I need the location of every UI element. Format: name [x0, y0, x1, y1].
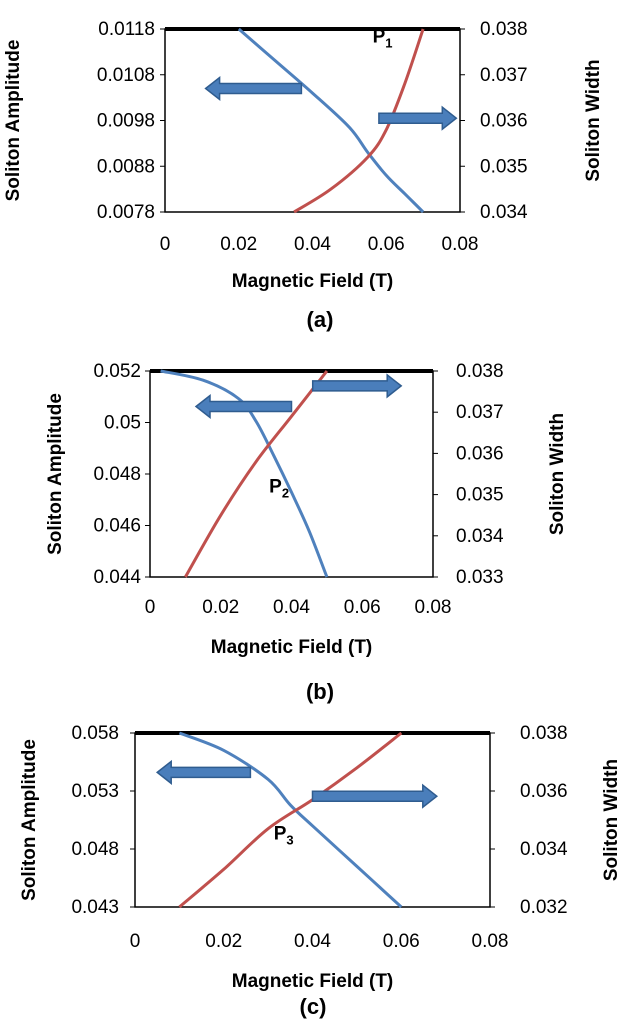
- arrow-right-b: [311, 373, 403, 399]
- chart-caption: (b): [306, 679, 334, 704]
- x-tick-label: 0.04: [294, 931, 331, 952]
- arrow-left-a: [204, 75, 303, 102]
- x-tick-label: 0.04: [294, 234, 331, 255]
- width-line-b: [184, 370, 329, 578]
- x-tick-label: 0.02: [220, 234, 257, 255]
- y-left-tick-label: 0.044: [93, 567, 141, 588]
- y-right-tick-label: 0.032: [520, 897, 568, 918]
- y-right-tick-label: 0.034: [480, 202, 528, 223]
- amplitude-line-c: [178, 731, 403, 909]
- point-label-a: P1: [373, 27, 393, 51]
- x-tick-label: 0.08: [472, 931, 509, 952]
- y-left-tick-label: 0.0098: [97, 111, 155, 132]
- y-right-axis-title: Soliton Width: [547, 413, 568, 535]
- x-axis-title: Magnetic Field (T): [232, 271, 394, 292]
- x-tick-label: 0.06: [344, 597, 381, 618]
- arrow-right-a: [378, 105, 458, 131]
- chart-b-svg: 0 0.02 0.04 0.06 0.08 0.044 0.046 0.048 0.05 0.05…: [45, 361, 568, 704]
- width-line-c: [178, 731, 403, 909]
- chart-a-svg: 0 0.02 0.04 0.06 0.08 0.0078 0.0088 0.0098 0.010…: [3, 19, 604, 332]
- x-tick-label: 0.06: [383, 931, 420, 952]
- x-tick-label: 0.02: [205, 931, 242, 952]
- y-right-tick-label: 0.034: [520, 839, 568, 860]
- plot-area-c: [134, 732, 491, 908]
- y-left-tick-label: 0.048: [93, 464, 141, 485]
- x-axis-title: Magnetic Field (T): [211, 637, 373, 658]
- y-right-axis-title: Soliton Width: [601, 759, 622, 881]
- point-label-b: P2: [269, 476, 289, 500]
- y-left-axis-title: Soliton Amplitude: [3, 40, 24, 202]
- x-tick-label: 0.04: [273, 597, 310, 618]
- chart-c-svg: 0 0.02 0.04 0.06 0.08 0.043 0.048 0.053 0.058 0.0…: [19, 723, 622, 1019]
- y-left-tick-label: 0.058: [71, 723, 119, 744]
- amplitude-line-b: [160, 369, 329, 578]
- y-left-tick-label: 0.0088: [97, 156, 155, 177]
- y-right-tick-label: 0.038: [480, 19, 528, 40]
- y-right-tick-label: 0.035: [456, 485, 504, 506]
- y-left-tick-label: 0.0118: [98, 19, 155, 40]
- y-left-tick-label: 0.053: [71, 781, 119, 802]
- y-right-tick-label: 0.038: [520, 723, 568, 744]
- y-right-tick-label: 0.036: [456, 443, 504, 464]
- chart-panel-c: 0 0.02 0.04 0.06 0.08 0.043 0.048 0.053 0.058 0.0…: [0, 710, 624, 1024]
- point-label-main: P: [274, 824, 287, 845]
- y-left-tick-label: 0.048: [71, 839, 119, 860]
- arrow-left-b: [194, 393, 293, 420]
- point-label-sub: 2: [282, 485, 289, 500]
- y-right-tick-label: 0.034: [456, 526, 504, 547]
- point-label-sub: 3: [286, 833, 293, 848]
- y-left-tick-label: 0.05: [104, 413, 141, 434]
- point-label-main: P: [269, 476, 282, 497]
- point-label-main: P: [373, 27, 386, 48]
- y-left-tick-label: 0.052: [93, 361, 141, 382]
- y-right-tick-label: 0.033: [456, 567, 504, 588]
- y-right-tick-label: 0.035: [480, 156, 528, 177]
- chart-panel-b: 0 0.02 0.04 0.06 0.08 0.044 0.046 0.048 0.05 0.05…: [0, 345, 624, 715]
- x-tick-label: 0: [130, 931, 141, 952]
- chart-panel-a: 0 0.02 0.04 0.06 0.08 0.0078 0.0088 0.0098 0.010…: [0, 0, 624, 340]
- y-right-tick-label: 0.036: [480, 111, 528, 132]
- y-right-tick-label: 0.037: [456, 402, 504, 423]
- x-tick-label: 0.02: [202, 597, 239, 618]
- y-left-axis-title: Soliton Amplitude: [19, 739, 40, 901]
- y-right-tick-label: 0.038: [456, 361, 504, 382]
- arrow-right-c: [311, 783, 439, 809]
- chart-caption: (a): [307, 307, 334, 332]
- y-left-tick-label: 0.0078: [97, 202, 155, 223]
- y-left-tick-label: 0.043: [71, 897, 119, 918]
- x-tick-label: 0.06: [368, 234, 405, 255]
- y-right-tick-label: 0.037: [480, 65, 528, 86]
- x-tick-label: 0: [160, 234, 171, 255]
- y-right-tick-label: 0.036: [520, 781, 568, 802]
- point-label-sub: 1: [385, 36, 392, 51]
- arrow-left-c: [155, 759, 252, 785]
- amplitude-line-a: [237, 27, 425, 214]
- chart-caption: (c): [300, 994, 327, 1019]
- y-left-axis-title: Soliton Amplitude: [45, 393, 66, 555]
- x-tick-label: 0.08: [415, 597, 452, 618]
- y-left-tick-label: 0.046: [93, 516, 141, 537]
- x-tick-label: 0: [145, 597, 156, 618]
- y-left-tick-label: 0.0108: [97, 65, 155, 86]
- x-tick-label: 0.08: [442, 234, 479, 255]
- y-right-axis-title: Soliton Width: [583, 59, 604, 181]
- x-axis-title: Magnetic Field (T): [232, 971, 394, 992]
- point-label-c: P3: [274, 824, 294, 848]
- width-line-a: [293, 28, 425, 214]
